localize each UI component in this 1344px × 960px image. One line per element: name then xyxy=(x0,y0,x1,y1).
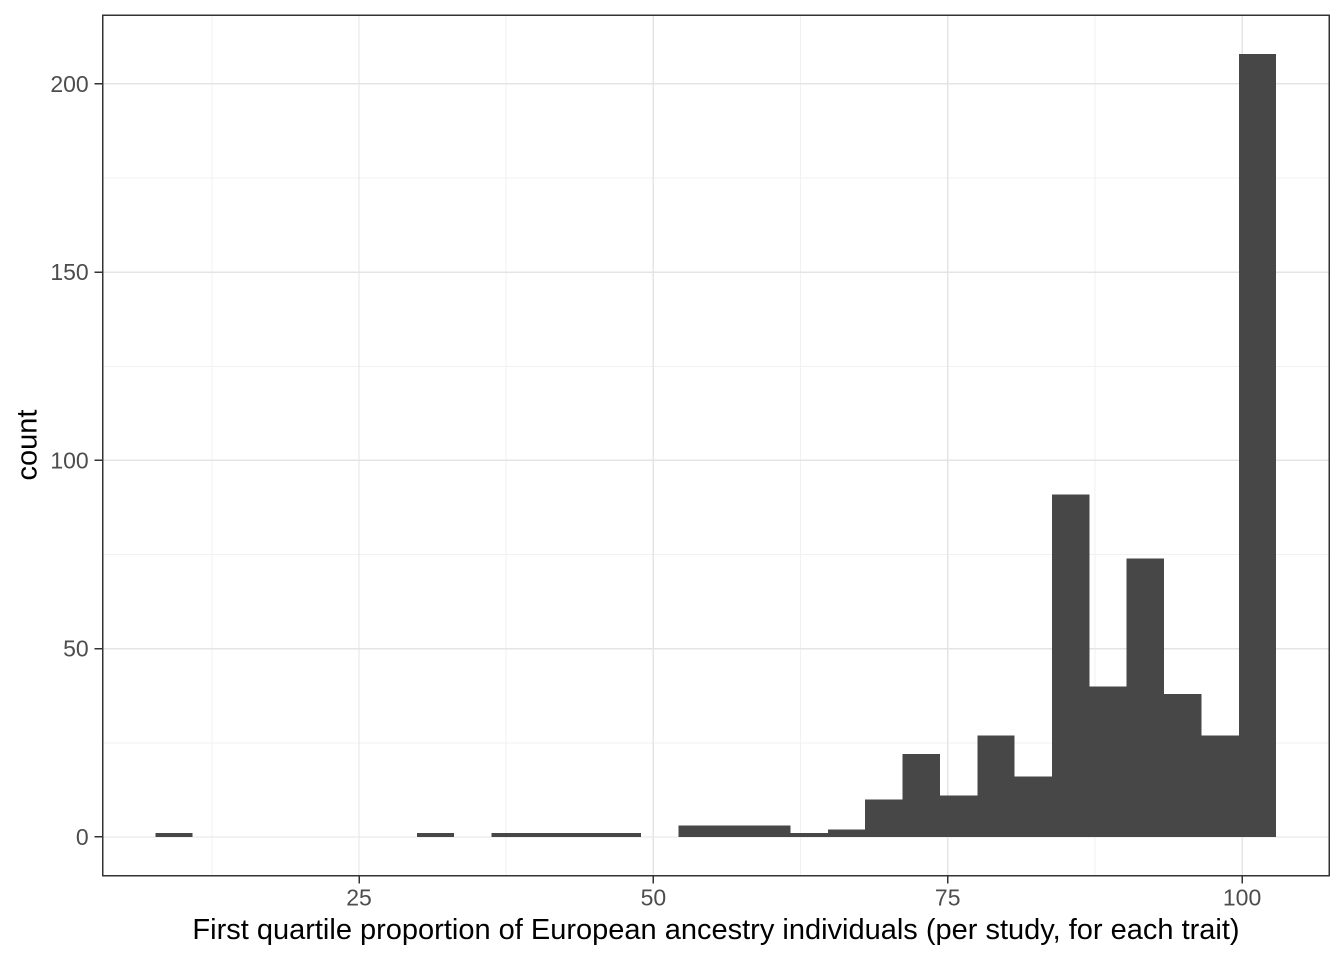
histogram-bar xyxy=(491,833,529,837)
panel-border xyxy=(101,14,1331,877)
histogram-bar xyxy=(1126,558,1165,837)
y-axis-tick-label: 50 xyxy=(63,636,89,662)
x-axis-tick-label: 25 xyxy=(346,885,372,911)
histogram-bar xyxy=(865,799,903,837)
y-axis-tick-label: 150 xyxy=(50,259,88,285)
x-axis-tick-label: 75 xyxy=(935,885,961,911)
histogram-bar xyxy=(902,754,940,837)
histogram-bar xyxy=(566,833,604,837)
y-axis-tick-label: 100 xyxy=(50,447,88,473)
y-axis-title: count xyxy=(11,409,44,481)
histogram-bar xyxy=(753,825,791,837)
histogram-bar xyxy=(528,833,567,837)
histogram-bar xyxy=(977,735,1015,837)
x-axis-tick-label: 100 xyxy=(1223,885,1261,911)
histogram-bar xyxy=(1014,776,1053,837)
histogram-bar xyxy=(416,833,455,837)
histogram-bar xyxy=(827,829,866,837)
histogram-bar xyxy=(678,825,716,837)
histogram-bar xyxy=(603,833,642,837)
histogram-bar xyxy=(790,833,828,837)
histogram-bar xyxy=(1164,693,1202,837)
histogram-bar xyxy=(1052,494,1090,837)
y-axis-tick-label: 0 xyxy=(76,824,89,850)
histogram-bar xyxy=(1238,53,1277,837)
histogram-bar xyxy=(1089,686,1127,837)
histogram-bar xyxy=(1201,735,1239,837)
x-axis-tick-label: 50 xyxy=(641,885,667,911)
y-axis-tick-label: 200 xyxy=(50,71,88,97)
x-axis-title: First quartile proportion of European an… xyxy=(192,914,1240,946)
histogram-bar xyxy=(715,825,754,837)
histogram-bar xyxy=(939,795,978,837)
histogram-bar xyxy=(155,833,193,837)
